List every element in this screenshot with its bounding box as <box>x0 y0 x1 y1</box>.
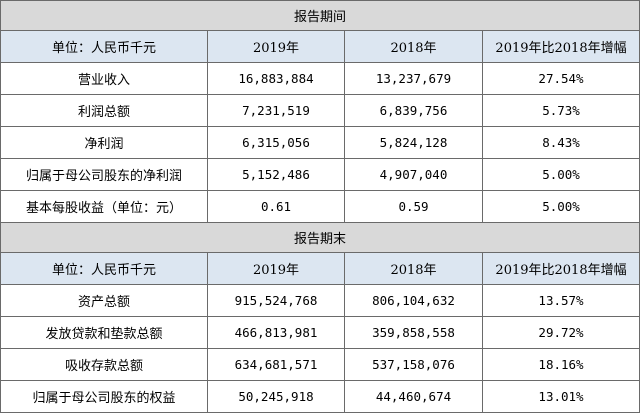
change-value: 8.43% <box>481 126 640 159</box>
row-label: 归属于母公司股东的权益 <box>0 380 208 413</box>
value-2019: 6,315,056 <box>207 126 345 159</box>
year-2018-header: 2018年 <box>344 252 483 285</box>
year-2019-header: 2019年 <box>207 30 345 63</box>
value-2018: 0.59 <box>344 190 483 223</box>
value-2019: 5,152,486 <box>207 158 345 191</box>
year-2018-header: 2018年 <box>344 30 483 63</box>
table-row: 吸收存款总额 634,681,571 537,158,076 18.16% <box>0 348 640 381</box>
row-label: 资产总额 <box>0 284 208 317</box>
change-value: 5.73% <box>481 94 640 127</box>
row-label: 基本每股收益（单位：元） <box>0 190 208 223</box>
change-header: 2019年比2018年增幅 <box>481 30 640 63</box>
change-value: 5.00% <box>481 158 640 191</box>
period-title: 报告期末 <box>0 222 640 253</box>
value-2019: 50,245,918 <box>207 380 345 413</box>
value-2018: 4,907,040 <box>344 158 483 191</box>
row-label: 吸收存款总额 <box>0 348 208 381</box>
table-row: 归属于母公司股东的净利润 5,152,486 4,907,040 5.00% <box>0 158 640 191</box>
value-2018: 6,839,756 <box>344 94 483 127</box>
value-2018: 44,460,674 <box>344 380 483 413</box>
table-row: 基本每股收益（单位：元） 0.61 0.59 5.00% <box>0 190 640 223</box>
unit-header: 单位：人民币千元 <box>0 252 208 285</box>
value-2019: 16,883,884 <box>207 62 345 95</box>
value-2018: 5,824,128 <box>344 126 483 159</box>
value-2019: 915,524,768 <box>207 284 345 317</box>
period-title-row: 报告期间 <box>0 0 640 31</box>
period-title-row: 报告期末 <box>0 222 640 253</box>
change-value: 18.16% <box>481 348 640 381</box>
change-value: 27.54% <box>481 62 640 95</box>
row-label: 利润总额 <box>0 94 208 127</box>
value-2019: 634,681,571 <box>207 348 345 381</box>
value-2018: 806,104,632 <box>344 284 483 317</box>
change-value: 29.72% <box>481 316 640 349</box>
year-2019-header: 2019年 <box>207 252 345 285</box>
value-2019: 0.61 <box>207 190 345 223</box>
table-row: 净利润 6,315,056 5,824,128 8.43% <box>0 126 640 159</box>
value-2019: 7,231,519 <box>207 94 345 127</box>
value-2018: 13,237,679 <box>344 62 483 95</box>
change-value: 13.01% <box>481 380 640 413</box>
table-row: 营业收入 16,883,884 13,237,679 27.54% <box>0 62 640 95</box>
table-row: 发放贷款和垫款总额 466,813,981 359,858,558 29.72% <box>0 316 640 349</box>
unit-header: 单位：人民币千元 <box>0 30 208 63</box>
period-title: 报告期间 <box>0 0 640 31</box>
row-label: 发放贷款和垫款总额 <box>0 316 208 349</box>
value-2018: 359,858,558 <box>344 316 483 349</box>
row-label: 营业收入 <box>0 62 208 95</box>
header-row: 单位：人民币千元 2019年 2018年 2019年比2018年增幅 <box>0 252 640 285</box>
value-2019: 466,813,981 <box>207 316 345 349</box>
value-2018: 537,158,076 <box>344 348 483 381</box>
change-header: 2019年比2018年增幅 <box>481 252 640 285</box>
change-value: 13.57% <box>481 284 640 317</box>
row-label: 净利润 <box>0 126 208 159</box>
change-value: 5.00% <box>481 190 640 223</box>
table-row: 归属于母公司股东的权益 50,245,918 44,460,674 13.01% <box>0 380 640 413</box>
table-row: 利润总额 7,231,519 6,839,756 5.73% <box>0 94 640 127</box>
header-row: 单位：人民币千元 2019年 2018年 2019年比2018年增幅 <box>0 30 640 63</box>
table-row: 资产总额 915,524,768 806,104,632 13.57% <box>0 284 640 317</box>
row-label: 归属于母公司股东的净利润 <box>0 158 208 191</box>
